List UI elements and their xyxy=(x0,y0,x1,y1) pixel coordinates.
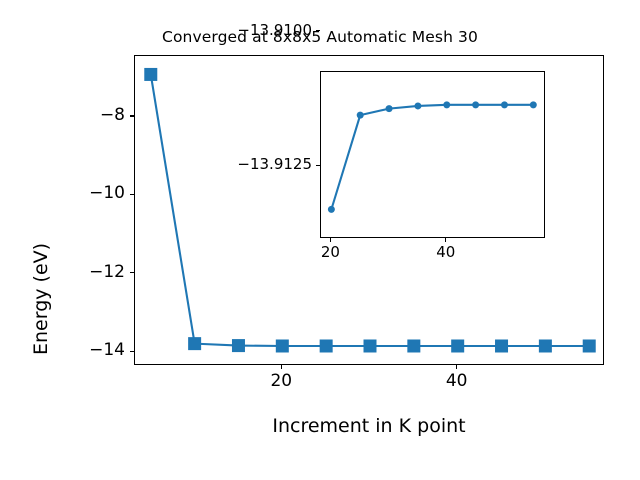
data-point-marker xyxy=(407,339,421,353)
x-axis-tick-label: 20 xyxy=(270,371,293,391)
data-point-marker xyxy=(363,339,377,353)
inset-y-axis-tick-label: −13.9125 xyxy=(237,155,312,174)
main-line-series xyxy=(144,67,596,353)
x-axis-label: Increment in K point xyxy=(272,415,466,437)
data-point-marker xyxy=(495,339,509,353)
data-point-marker xyxy=(188,337,202,351)
data-point-marker xyxy=(538,339,552,353)
y-axis-tick-mark xyxy=(130,193,134,195)
inset-line-series xyxy=(327,101,537,213)
y-axis-tick-mark xyxy=(130,350,134,352)
data-point-marker xyxy=(385,105,393,113)
inset-y-axis-tick-label: −13.9100 xyxy=(237,20,312,39)
inset-x-axis-tick-label: 40 xyxy=(436,243,456,261)
inset-series-container xyxy=(321,72,544,237)
data-point-marker xyxy=(451,339,465,353)
inset-y-axis-tick-mark xyxy=(316,29,320,32)
data-point-marker xyxy=(275,339,289,353)
y-axis-tick-label: −10 xyxy=(89,183,125,204)
inset-plot-axes xyxy=(320,71,545,238)
y-axis-tick-mark xyxy=(130,272,134,274)
data-point-marker xyxy=(443,101,451,109)
data-point-marker xyxy=(529,101,537,109)
x-axis-tick-mark xyxy=(280,365,282,369)
chart-title: Converged at 8x8x5 Automatic Mesh 30 xyxy=(162,28,478,46)
data-point-marker xyxy=(327,205,335,213)
inset-x-axis-tick-mark xyxy=(445,238,447,242)
inset-x-axis-tick-label: 20 xyxy=(320,243,340,261)
inset-y-axis-tick-mark xyxy=(316,164,320,166)
data-point-marker xyxy=(500,101,508,109)
data-point-marker xyxy=(414,102,422,110)
y-axis-tick-mark xyxy=(130,115,134,117)
main-series-container xyxy=(135,56,603,364)
data-point-marker xyxy=(582,339,596,353)
y-axis-tick-label: −8 xyxy=(99,104,125,125)
inset-x-axis-tick-mark xyxy=(329,238,332,242)
series-line xyxy=(330,103,535,211)
data-point-marker xyxy=(472,101,480,109)
y-axis-tick-label: −14 xyxy=(89,340,125,361)
y-axis-tick-label: −12 xyxy=(89,261,125,282)
data-point-marker xyxy=(231,339,245,353)
y-axis-label: Energy (eV) xyxy=(30,242,52,355)
x-axis-tick-mark xyxy=(456,365,458,369)
data-point-marker xyxy=(319,339,333,353)
x-axis-tick-label: 40 xyxy=(445,371,468,391)
data-point-marker xyxy=(144,67,158,81)
data-point-marker xyxy=(356,111,364,119)
